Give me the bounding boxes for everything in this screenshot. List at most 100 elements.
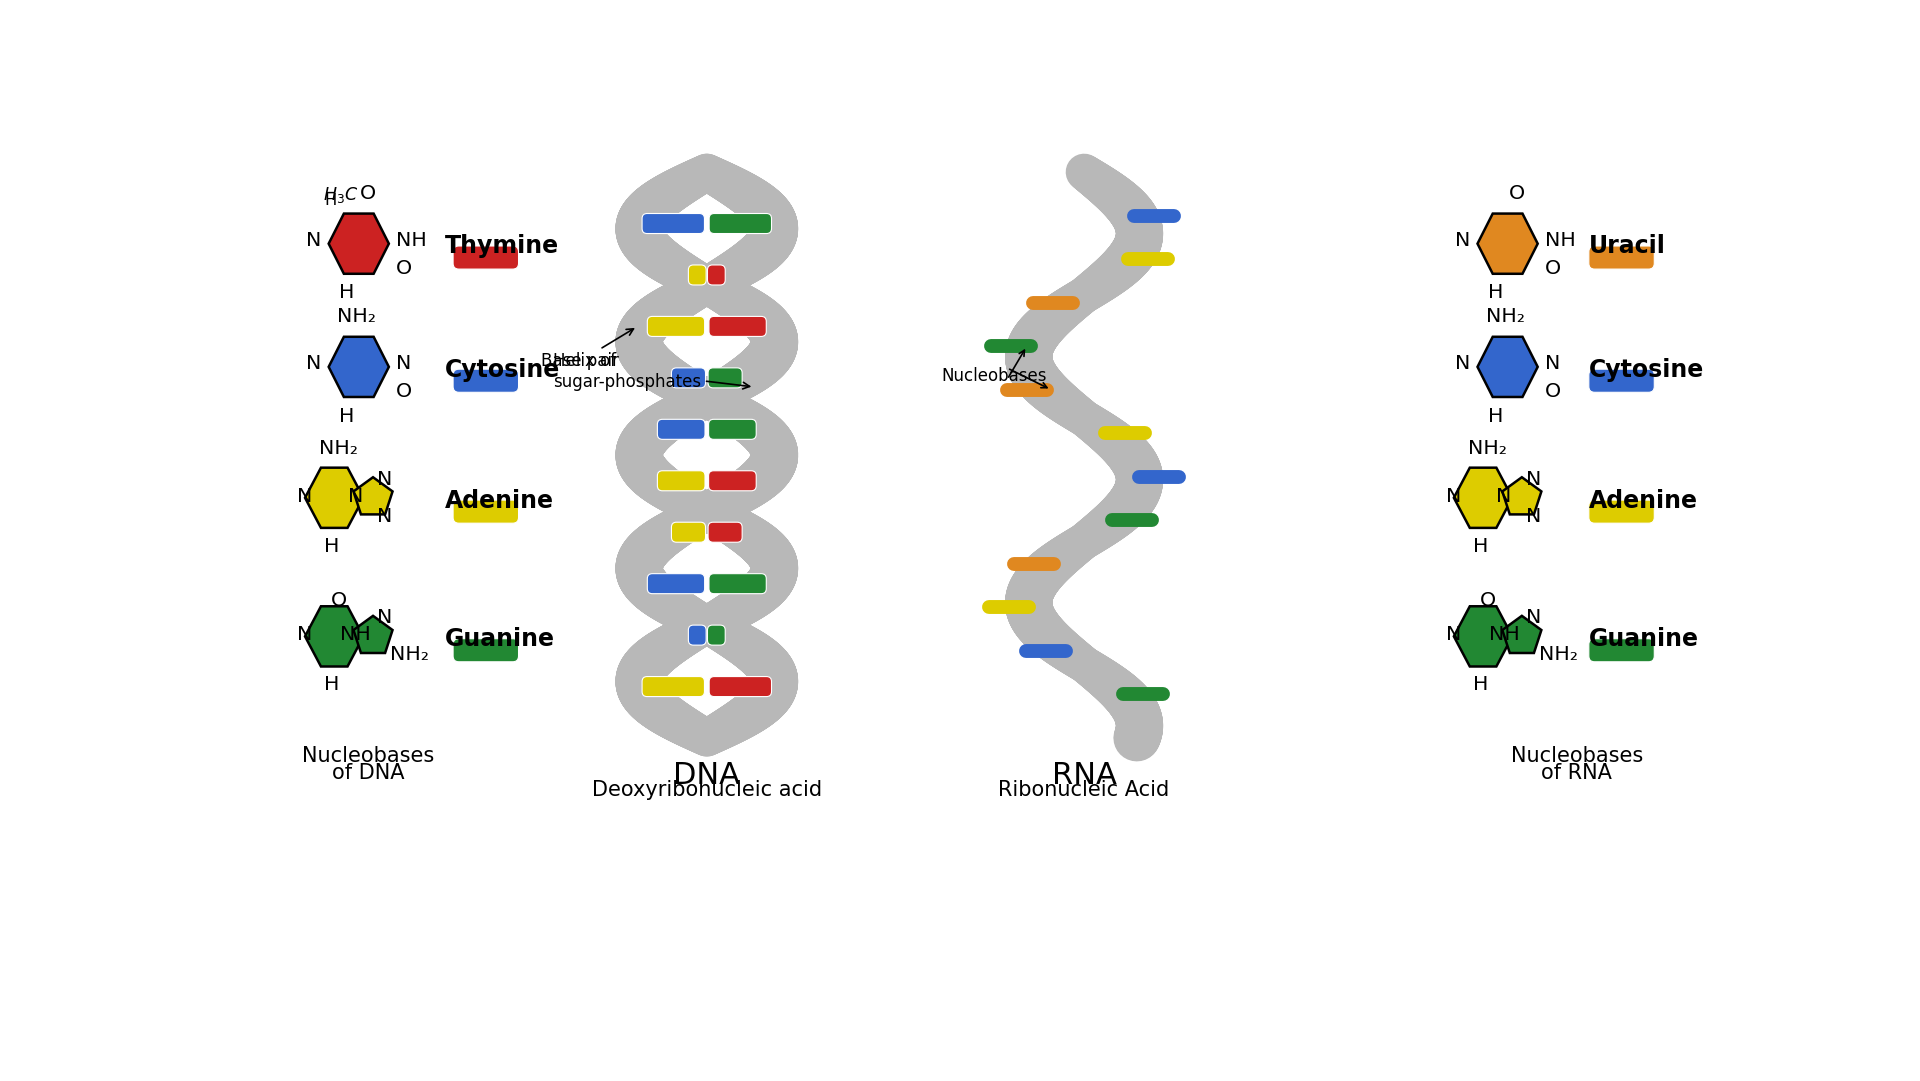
Text: Thymine: Thymine [445, 235, 559, 258]
Text: Nucleobases: Nucleobases [941, 366, 1046, 385]
Text: NH₂: NH₂ [1486, 307, 1524, 326]
Text: of RNA: of RNA [1542, 763, 1613, 783]
Text: N: N [1455, 230, 1471, 250]
FancyBboxPatch shape [707, 265, 726, 285]
Text: O: O [396, 383, 413, 401]
Text: N: N [1455, 353, 1471, 373]
FancyBboxPatch shape [1590, 501, 1655, 523]
Text: H: H [324, 193, 336, 209]
FancyBboxPatch shape [708, 677, 772, 696]
FancyBboxPatch shape [689, 625, 707, 645]
Text: N: N [1526, 470, 1542, 489]
Polygon shape [353, 477, 392, 515]
Text: NH: NH [340, 625, 371, 644]
Text: N: N [305, 353, 321, 373]
Polygon shape [1478, 337, 1538, 397]
Text: N: N [376, 609, 392, 627]
Text: Deoxyribonucleic acid: Deoxyribonucleic acid [591, 780, 822, 800]
FancyBboxPatch shape [1590, 246, 1655, 269]
Polygon shape [1501, 477, 1542, 515]
FancyBboxPatch shape [453, 246, 518, 269]
Text: Nucleobases: Nucleobases [1511, 746, 1644, 765]
Text: $H_3C$: $H_3C$ [323, 186, 359, 205]
Polygon shape [328, 214, 390, 273]
FancyBboxPatch shape [707, 625, 726, 645]
Text: O: O [396, 259, 413, 278]
Text: O: O [1509, 184, 1524, 203]
Polygon shape [1501, 616, 1542, 653]
Text: H: H [1473, 676, 1488, 694]
Text: Adenine: Adenine [445, 489, 555, 512]
FancyBboxPatch shape [708, 419, 756, 439]
FancyBboxPatch shape [647, 574, 705, 593]
Polygon shape [1453, 606, 1513, 667]
FancyBboxPatch shape [689, 265, 707, 285]
Text: Cytosine: Cytosine [1588, 358, 1703, 382]
Text: Guanine: Guanine [1588, 627, 1699, 651]
Text: NH: NH [1546, 230, 1576, 250]
Text: H: H [1473, 537, 1488, 556]
FancyBboxPatch shape [657, 470, 705, 491]
FancyBboxPatch shape [1590, 639, 1655, 662]
Text: Nucleobases: Nucleobases [301, 746, 434, 765]
Text: Cytosine: Cytosine [445, 358, 561, 382]
Polygon shape [328, 337, 390, 397]
Text: N: N [1526, 507, 1542, 525]
Text: H: H [324, 537, 340, 556]
Text: O: O [330, 591, 348, 610]
Text: NH: NH [1488, 625, 1519, 644]
Text: N: N [396, 353, 411, 373]
Text: H: H [1488, 406, 1503, 426]
Text: of DNA: of DNA [332, 763, 405, 783]
Text: N: N [376, 507, 392, 525]
Text: O: O [1546, 383, 1561, 401]
Text: Uracil: Uracil [1588, 235, 1665, 258]
Text: NH₂: NH₂ [390, 645, 428, 665]
Polygon shape [305, 606, 363, 667]
Text: DNA: DNA [674, 761, 741, 790]
FancyBboxPatch shape [708, 470, 756, 491]
Text: H: H [324, 676, 340, 694]
Text: Adenine: Adenine [1588, 489, 1697, 512]
FancyBboxPatch shape [708, 574, 766, 593]
Text: N: N [305, 230, 321, 250]
Text: NH₂: NH₂ [319, 439, 359, 458]
FancyBboxPatch shape [641, 677, 705, 696]
Polygon shape [1453, 468, 1513, 528]
Text: NH₂: NH₂ [1469, 439, 1507, 458]
FancyBboxPatch shape [453, 370, 518, 392]
Text: RNA: RNA [1052, 761, 1117, 790]
Text: N: N [348, 486, 363, 506]
FancyBboxPatch shape [708, 368, 743, 388]
Text: Base pair: Base pair [541, 329, 634, 370]
Text: NH: NH [396, 230, 426, 250]
Text: H: H [1488, 283, 1503, 303]
FancyBboxPatch shape [708, 214, 772, 233]
Polygon shape [353, 616, 392, 653]
FancyBboxPatch shape [672, 368, 705, 388]
Text: O: O [1480, 591, 1496, 610]
FancyBboxPatch shape [453, 501, 518, 523]
Polygon shape [1478, 214, 1538, 273]
Text: Guanine: Guanine [445, 627, 555, 651]
FancyBboxPatch shape [641, 214, 705, 233]
FancyBboxPatch shape [647, 317, 705, 336]
FancyBboxPatch shape [1590, 370, 1655, 392]
Text: N: N [1446, 486, 1461, 506]
FancyBboxPatch shape [672, 522, 705, 543]
Text: N: N [1526, 609, 1542, 627]
FancyBboxPatch shape [708, 317, 766, 336]
Text: O: O [359, 184, 376, 203]
FancyBboxPatch shape [708, 522, 743, 543]
Text: NH₂: NH₂ [1538, 645, 1578, 665]
Text: Helix of
sugar-phosphates: Helix of sugar-phosphates [553, 352, 749, 391]
FancyBboxPatch shape [453, 639, 518, 662]
FancyBboxPatch shape [657, 419, 705, 439]
Text: Ribonucleic Acid: Ribonucleic Acid [998, 780, 1169, 800]
Text: NH₂: NH₂ [338, 307, 376, 326]
Text: N: N [1496, 486, 1511, 506]
Text: O: O [1546, 259, 1561, 278]
Text: N: N [298, 625, 313, 644]
Text: N: N [1546, 353, 1561, 373]
Text: N: N [1446, 625, 1461, 644]
